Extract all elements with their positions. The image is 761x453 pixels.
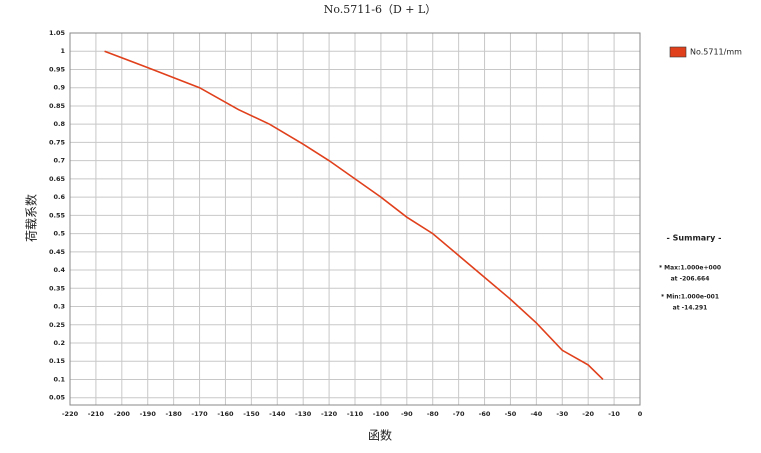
summary-line: * Max:1.000e+000 bbox=[659, 265, 721, 272]
y-tick-label: 0.5 bbox=[53, 230, 65, 238]
x-tick-label: -180 bbox=[165, 410, 182, 418]
summary-line: at -14.291 bbox=[673, 305, 708, 312]
y-tick-label: 0.4 bbox=[53, 266, 65, 274]
x-tick-label: -70 bbox=[453, 410, 465, 418]
y-tick-label: 0.1 bbox=[53, 375, 65, 383]
x-tick-label: -110 bbox=[347, 410, 364, 418]
y-tick-label: 0.9 bbox=[53, 84, 65, 92]
x-tick-label: -220 bbox=[62, 410, 79, 418]
x-tick-label: -20 bbox=[582, 410, 594, 418]
y-tick-label: 0.65 bbox=[49, 175, 66, 183]
x-tick-label: -160 bbox=[217, 410, 234, 418]
y-tick-label: 0.8 bbox=[53, 120, 65, 128]
x-tick-label: 0 bbox=[638, 410, 643, 418]
x-tick-label: -10 bbox=[608, 410, 620, 418]
legend-label: No.5711/mm bbox=[690, 48, 742, 57]
x-tick-label: -140 bbox=[269, 410, 286, 418]
x-tick-label: -190 bbox=[140, 410, 157, 418]
y-tick-label: 0.05 bbox=[49, 394, 66, 402]
y-tick-label: 0.35 bbox=[49, 284, 66, 292]
plot-frame bbox=[69, 32, 641, 406]
x-tick-label: -120 bbox=[321, 410, 338, 418]
x-tick-label: -210 bbox=[88, 410, 105, 418]
x-axis-label: 函数 bbox=[368, 428, 392, 443]
y-tick-label: 0.95 bbox=[49, 65, 66, 73]
data-line bbox=[104, 50, 604, 381]
x-tick-label: -130 bbox=[295, 410, 312, 418]
x-tick-label: -90 bbox=[401, 410, 413, 418]
x-tick-label: -40 bbox=[530, 410, 542, 418]
y-tick-label: 1.05 bbox=[49, 29, 66, 37]
summary-line: * Min:1.000e-001 bbox=[661, 294, 719, 301]
y-tick-label: 0.7 bbox=[53, 157, 65, 165]
x-tick-label: -30 bbox=[556, 410, 568, 418]
chart-title: No.5711-6（D + L） bbox=[324, 3, 437, 16]
x-tick-label: -80 bbox=[427, 410, 439, 418]
y-tick-label: 0.6 bbox=[53, 193, 65, 201]
y-axis-label: 荷载系数 bbox=[24, 194, 39, 242]
y-tick-label: 0.75 bbox=[49, 138, 66, 146]
summary-line: at -206.664 bbox=[671, 276, 710, 283]
y-tick-label: 0.55 bbox=[49, 211, 66, 219]
y-tick-label: 0.45 bbox=[49, 248, 66, 256]
x-tick-label: -50 bbox=[505, 410, 517, 418]
y-tick-label: 0.3 bbox=[53, 303, 65, 311]
legend-swatch bbox=[669, 46, 687, 58]
y-tick-label: 1 bbox=[60, 47, 65, 55]
x-tick-label: -60 bbox=[479, 410, 491, 418]
x-tick-label: -100 bbox=[373, 410, 390, 418]
x-tick-label: -150 bbox=[243, 410, 260, 418]
x-tick-label: -170 bbox=[191, 410, 208, 418]
y-tick-label: 0.25 bbox=[49, 321, 66, 329]
y-tick-label: 0.85 bbox=[49, 102, 66, 110]
summary-title: - Summary - bbox=[667, 234, 722, 243]
x-tick-label: -200 bbox=[114, 410, 131, 418]
y-tick-label: 0.2 bbox=[53, 339, 65, 347]
y-tick-label: 0.15 bbox=[49, 357, 66, 365]
